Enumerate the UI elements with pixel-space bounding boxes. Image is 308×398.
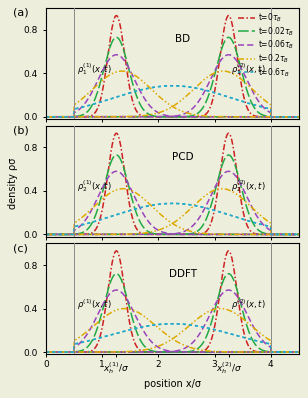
Text: $\rho_2^{(2)}(x,t)$: $\rho_2^{(2)}(x,t)$ [231,179,265,195]
Legend: t=0$\tau_B$, t=0.02$\tau_B$, t=0.06$\tau_B$, t=0.2$\tau_B$, t=0.6$\tau_B$: t=0$\tau_B$, t=0.02$\tau_B$, t=0.06$\tau… [237,11,295,79]
Text: $\rho_1^{(2)}(x,t)$: $\rho_1^{(2)}(x,t)$ [231,61,265,77]
Text: $\rho_2^{(1)}(x,t)$: $\rho_2^{(1)}(x,t)$ [77,179,111,195]
Text: (b): (b) [13,126,29,136]
Text: DDFT: DDFT [168,269,197,279]
X-axis label: position x/σ: position x/σ [144,379,201,389]
Text: $\rho_1^{(1)}(x,t)$: $\rho_1^{(1)}(x,t)$ [77,61,111,77]
Text: $\rho^{(1)}(x,t)$: $\rho^{(1)}(x,t)$ [77,297,111,312]
Text: PCD: PCD [172,152,193,162]
Text: (a): (a) [13,8,29,18]
Text: density ρσ: density ρσ [8,157,18,209]
Text: $\rho^{(2)}(x,t)$: $\rho^{(2)}(x,t)$ [231,297,265,312]
Text: (c): (c) [13,243,28,253]
Text: BD: BD [175,34,190,44]
